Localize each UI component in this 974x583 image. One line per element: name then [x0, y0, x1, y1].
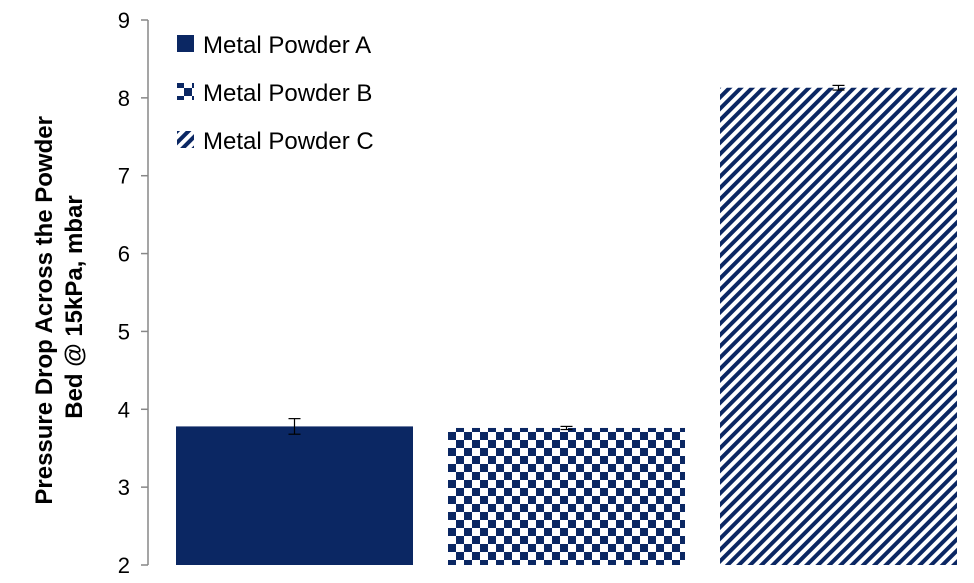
bar-metal-powder-a	[176, 426, 413, 565]
legend-item: Metal Powder C	[177, 128, 374, 155]
y-tick-label: 9	[118, 8, 130, 33]
y-axis: 2 3 4 5 6 7 8 9	[118, 8, 149, 578]
bar-metal-powder-b	[448, 427, 685, 565]
y-axis-title: Pressure Drop Across the Powder Bed @ 15…	[31, 109, 88, 504]
legend-label: Metal Powder C	[203, 128, 374, 155]
y-tick-label: 8	[118, 86, 130, 111]
bar-metal-powder-c	[720, 87, 957, 565]
bars	[176, 87, 957, 565]
y-axis-title-line-1: Pressure Drop Across the Powder	[31, 116, 58, 505]
legend-label: Metal Powder A	[203, 32, 371, 59]
legend: Metal Powder A Metal Powder B Metal Powder…	[177, 32, 374, 155]
y-axis-title-line-2: Bed @ 15kPa, mbar	[61, 195, 88, 419]
legend-item: Metal Powder B	[177, 80, 372, 107]
error-bar	[288, 418, 301, 435]
legend-swatch	[177, 35, 194, 52]
legend-swatch	[177, 83, 194, 100]
legend-label: Metal Powder B	[203, 80, 372, 107]
y-tick-label: 4	[118, 397, 130, 422]
y-tick-label: 5	[118, 319, 130, 344]
error-bars	[288, 84, 845, 435]
legend-swatch	[177, 131, 194, 148]
error-bar	[560, 425, 573, 431]
y-tick-label: 2	[118, 553, 130, 578]
error-bar	[832, 84, 845, 91]
y-tick-label: 3	[118, 475, 130, 500]
legend-item: Metal Powder A	[177, 32, 371, 59]
y-tick-label: 7	[118, 164, 130, 189]
y-tick-label: 6	[118, 242, 130, 267]
